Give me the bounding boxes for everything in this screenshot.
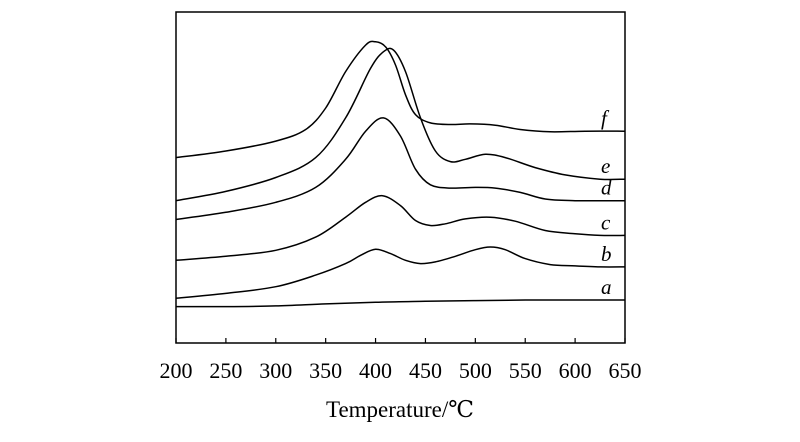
- series-label-a: a: [601, 275, 612, 299]
- series-line-a: [175, 299, 625, 308]
- x-tick-label: 500: [459, 358, 492, 383]
- series-label-f: f: [601, 106, 610, 130]
- x-tick-label: 450: [409, 358, 442, 383]
- series-label-d: d: [601, 176, 612, 200]
- plot-frame: [175, 11, 626, 344]
- x-tick-label: 650: [609, 358, 642, 383]
- series-label-e: e: [601, 154, 610, 178]
- series-label-b: b: [601, 242, 612, 266]
- series-line-e: [175, 47, 626, 202]
- series-label-c: c: [601, 210, 611, 234]
- series-line-b: [175, 246, 626, 300]
- x-tick-label: 250: [209, 358, 242, 383]
- x-tick-label: 350: [309, 358, 342, 383]
- series-line-f: [175, 40, 626, 159]
- x-tick-label: 600: [559, 358, 592, 383]
- x-tick-label: 300: [259, 358, 292, 383]
- x-tick-label: 400: [359, 358, 392, 383]
- curves-group: [175, 40, 626, 308]
- x-ticks-group: 200 250 300 350 400 450 500 550 600 650: [160, 338, 642, 383]
- series-line-d: [175, 117, 625, 221]
- x-tick-label: 550: [509, 358, 542, 383]
- x-tick-label: 200: [160, 358, 193, 383]
- series-line-c: [175, 194, 626, 262]
- x-axis-label: Temperature/℃: [326, 397, 474, 422]
